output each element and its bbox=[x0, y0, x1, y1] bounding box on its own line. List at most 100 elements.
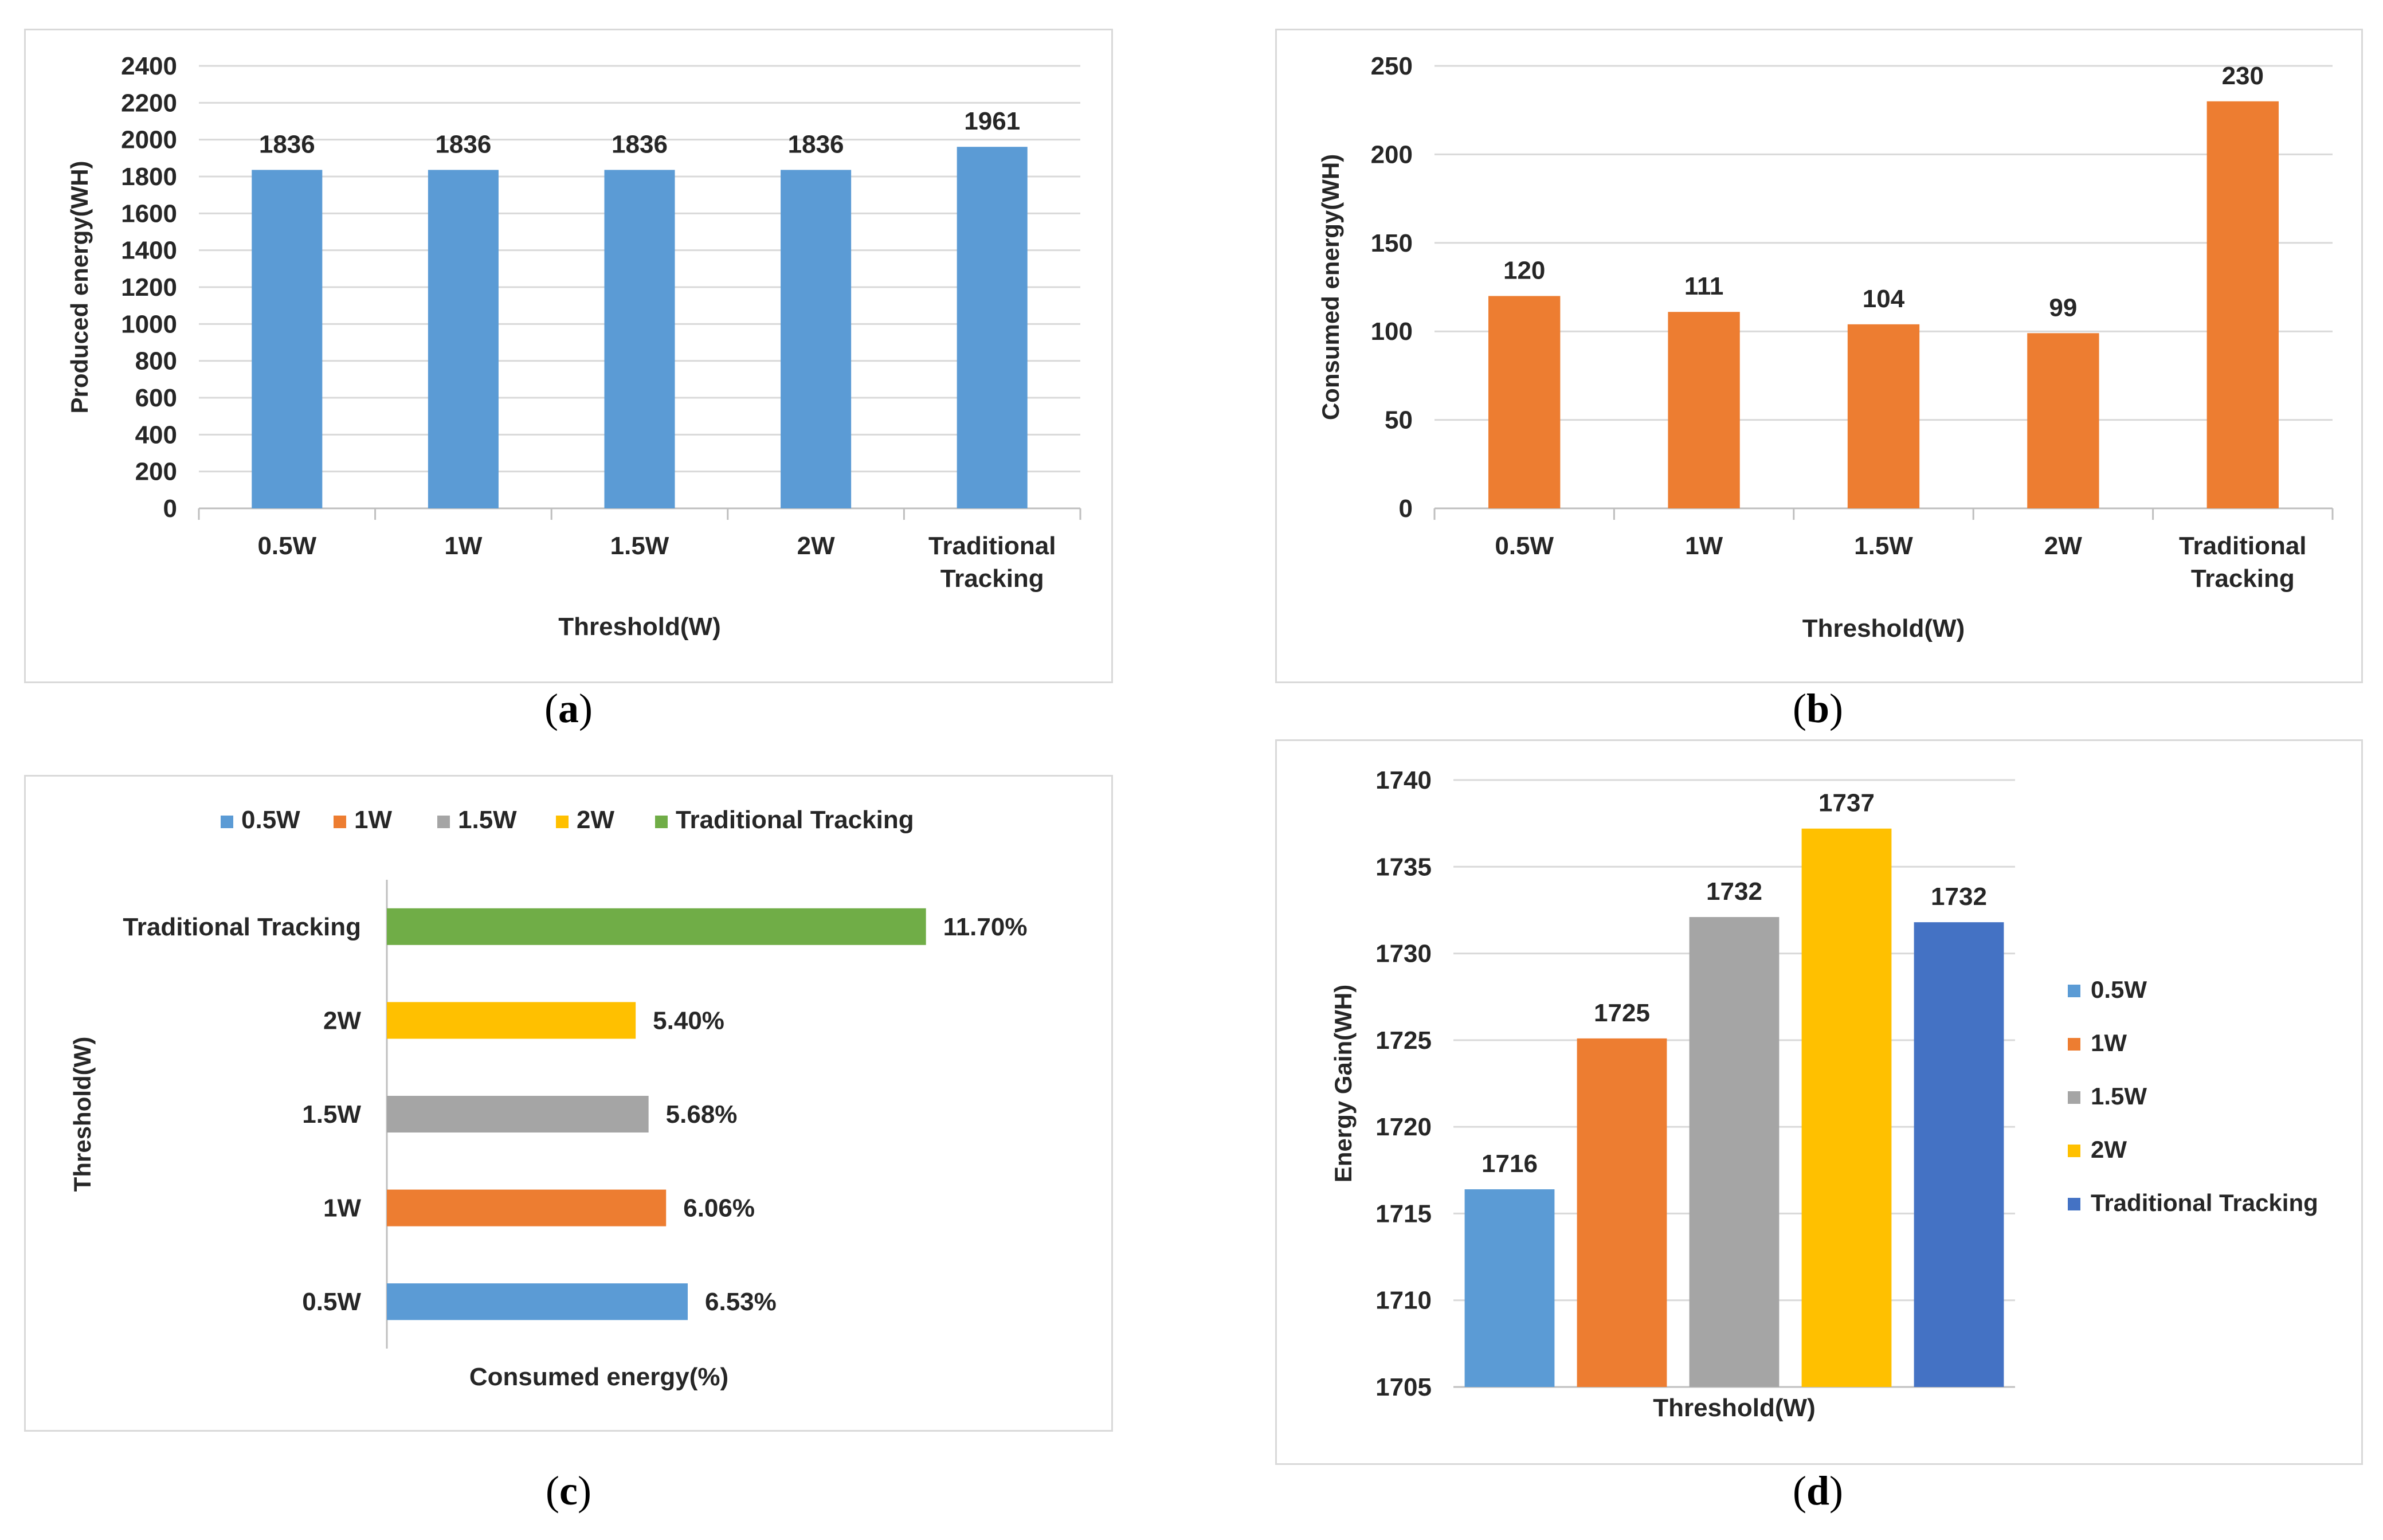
x-tick-label: 0.5W bbox=[1495, 532, 1554, 560]
caption-c-letter: c bbox=[559, 1468, 578, 1514]
data-label: 1732 bbox=[1931, 883, 1987, 911]
chart-a: 0 200 400 600 800 1000 1200 1400 1600 1800 2000 220… bbox=[66, 52, 1081, 641]
legend-entry: Traditional Tracking bbox=[2091, 1189, 2318, 1216]
bar-0.5w bbox=[252, 170, 323, 508]
caption-c: (c) bbox=[454, 1467, 683, 1515]
data-label: 1716 bbox=[1481, 1150, 1538, 1178]
y-axis-title: Threshold(W) bbox=[69, 1037, 96, 1192]
bar-2w bbox=[387, 1002, 636, 1039]
y-tick-label: 600 bbox=[135, 384, 177, 412]
y-tick-label: 1W bbox=[323, 1194, 361, 1222]
x-tick-label: 1W bbox=[1685, 532, 1723, 560]
data-label: 5.40% bbox=[653, 1006, 724, 1034]
y-tick-label: 1800 bbox=[121, 163, 177, 191]
legend-swatch bbox=[334, 816, 346, 828]
legend-entry: 2W bbox=[2091, 1136, 2127, 1163]
y-tick-label: 2400 bbox=[121, 52, 177, 80]
bar-1w bbox=[387, 1189, 667, 1226]
data-label: 1836 bbox=[435, 130, 491, 158]
y-tick-label: Traditional Tracking bbox=[123, 913, 361, 941]
y-tick-label: 1.5W bbox=[302, 1100, 361, 1128]
caption-c-open: ( bbox=[546, 1468, 560, 1514]
bar-0.5w bbox=[1464, 1189, 1555, 1387]
y-tick-label: 1730 bbox=[1375, 940, 1432, 968]
bar-1w bbox=[428, 170, 499, 508]
bar-1.5w bbox=[1689, 917, 1780, 1387]
y-axis-title: Consumed energy(WH) bbox=[1317, 154, 1344, 420]
y-tick-label: 0.5W bbox=[302, 1288, 361, 1316]
y-tick-label: 1715 bbox=[1375, 1200, 1432, 1228]
data-label: 230 bbox=[2222, 62, 2264, 90]
bar-traditional-tracking bbox=[387, 908, 926, 945]
x-tick-label: 1W bbox=[444, 532, 482, 560]
bar-2w bbox=[2027, 333, 2099, 508]
x-axis-title: Consumed energy(%) bbox=[469, 1363, 728, 1391]
x-axis-title: Threshold(W) bbox=[558, 613, 721, 641]
caption-c-close: ) bbox=[577, 1468, 591, 1514]
legend-swatch bbox=[2068, 1145, 2080, 1157]
legend-entry: 0.5W bbox=[2091, 976, 2147, 1003]
bar-traditional-tracking bbox=[2206, 101, 2279, 508]
y-tick-label: 1000 bbox=[121, 310, 177, 338]
data-label: 6.53% bbox=[705, 1288, 777, 1316]
data-label: 1836 bbox=[259, 130, 315, 158]
y-tick-label: 1400 bbox=[121, 237, 177, 265]
x-tick-label: 2W bbox=[2044, 532, 2082, 560]
caption-b-close: ) bbox=[1829, 685, 1843, 731]
x-tick-label: 1.5W bbox=[1854, 532, 1913, 560]
y-tick-label: 1720 bbox=[1375, 1113, 1432, 1141]
bar-traditional-tracking bbox=[957, 147, 1028, 508]
x-tick-label: 1.5W bbox=[610, 532, 669, 560]
caption-b-open: ( bbox=[1792, 685, 1806, 731]
caption-b: (b) bbox=[1703, 685, 1933, 732]
bar-0.5w bbox=[1488, 296, 1561, 508]
y-tick-label: 2W bbox=[323, 1006, 361, 1034]
legend-swatch bbox=[2068, 1091, 2080, 1104]
chart-b: 0 50 100 150 200 250 120 0.5W 111 1W 104 1.5W 99 2W 23… bbox=[1317, 52, 2334, 642]
bar-1w bbox=[1668, 312, 1740, 508]
caption-d-open: ( bbox=[1792, 1468, 1806, 1514]
y-tick-label: 1200 bbox=[121, 273, 177, 301]
data-label: 1725 bbox=[1594, 999, 1650, 1027]
data-label: 99 bbox=[2049, 293, 2077, 322]
y-tick-label: 200 bbox=[1371, 140, 1413, 169]
x-axis-title: Threshold(W) bbox=[1653, 1394, 1816, 1422]
legend-entry: 2W bbox=[577, 806, 614, 834]
caption-d-letter: d bbox=[1806, 1468, 1830, 1514]
y-tick-label: 50 bbox=[1385, 406, 1413, 434]
bar-1w bbox=[1577, 1038, 1667, 1387]
chart-panel-c: 6.53% 0.5W 6.06% 1W 5.68% 1.5W 5.40% 2W 11.70% Tr… bbox=[24, 775, 1113, 1432]
y-tick-label: 1600 bbox=[121, 199, 177, 228]
y-tick-label: 1705 bbox=[1375, 1373, 1432, 1401]
x-tick-label: Traditional Tracking bbox=[2179, 532, 2306, 593]
legend-swatch bbox=[2068, 985, 2080, 997]
legend-swatch bbox=[2068, 1198, 2080, 1210]
data-label: 1732 bbox=[1706, 877, 1762, 906]
caption-d: (d) bbox=[1703, 1467, 1933, 1515]
x-axis-title: Threshold(W) bbox=[1802, 614, 1965, 642]
data-label: 1836 bbox=[788, 130, 844, 158]
caption-d-close: ) bbox=[1829, 1468, 1843, 1514]
data-label: 1961 bbox=[964, 107, 1020, 135]
legend-swatch bbox=[437, 816, 450, 828]
chart-panel-b: 0 50 100 150 200 250 120 0.5W 111 1W 104 1.5W 99 2W 23… bbox=[1275, 29, 2363, 683]
bar-1.5w bbox=[604, 170, 675, 508]
legend-swatch bbox=[2068, 1038, 2080, 1051]
chart-c: 6.53% 0.5W 6.06% 1W 5.68% 1.5W 5.40% 2W 11.70% Tr… bbox=[69, 806, 1027, 1391]
y-tick-label: 250 bbox=[1371, 52, 1413, 80]
legend-entry: 0.5W bbox=[241, 806, 300, 834]
y-tick-label: 150 bbox=[1371, 229, 1413, 257]
data-label: 6.06% bbox=[683, 1194, 755, 1222]
legend-swatch bbox=[655, 816, 668, 828]
legend-swatch bbox=[556, 816, 569, 828]
data-label: 111 bbox=[1684, 272, 1724, 300]
x-tick-label: 0.5W bbox=[257, 532, 316, 560]
y-tick-label: 1735 bbox=[1375, 853, 1432, 881]
data-label: 104 bbox=[1863, 285, 1905, 313]
chart-panel-a: 0 200 400 600 800 1000 1200 1400 1600 1800 2000 220… bbox=[24, 29, 1113, 683]
y-tick-label: 100 bbox=[1371, 318, 1413, 346]
y-tick-label: 2000 bbox=[121, 126, 177, 154]
y-axis-title: Produced energy(WH) bbox=[66, 160, 93, 413]
caption-a: (a) bbox=[454, 685, 683, 732]
bar-0.5w bbox=[387, 1283, 688, 1320]
